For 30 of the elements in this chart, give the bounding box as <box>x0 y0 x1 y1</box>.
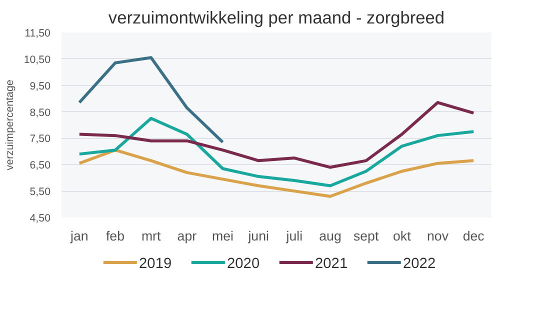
y-tick-label: 8,50 <box>30 106 51 119</box>
x-tick-label: dec <box>462 228 485 244</box>
legend-label: 2020 <box>227 256 260 272</box>
y-tick-label: 6,50 <box>30 160 51 172</box>
x-tick-label: aug <box>319 228 342 244</box>
y-tick-label: 9,50 <box>30 80 51 92</box>
legend-label: 2022 <box>402 256 436 272</box>
legend-label: 2021 <box>314 256 348 272</box>
line-series <box>78 101 476 169</box>
line-series <box>78 56 224 144</box>
x-tick-label: mrt <box>141 228 161 244</box>
x-tick-label: mei <box>212 228 234 244</box>
line-series <box>78 116 476 188</box>
y-tick-label: 11,50 <box>24 28 51 40</box>
x-tick-label: juli <box>285 228 303 244</box>
x-tick-label: okt <box>393 228 412 244</box>
x-tick-label: nov <box>427 228 449 244</box>
y-tick-label: 4,50 <box>30 212 51 224</box>
x-tick-label: juni <box>247 228 269 244</box>
x-tick-label: sept <box>353 228 379 244</box>
y-tick-label: 5,50 <box>30 186 51 198</box>
chart-title: verzuimontwikkeling per maand - zorgbreed <box>108 8 445 28</box>
x-tick-label: apr <box>177 228 198 244</box>
x-tick-label: feb <box>106 228 125 244</box>
y-axis-title: verzuimpercentage <box>4 80 16 170</box>
legend-label: 2019 <box>139 256 172 272</box>
line-series <box>78 148 476 198</box>
y-tick-label: 10,50 <box>24 54 51 66</box>
x-tick-label: jan <box>70 228 88 244</box>
y-tick-label: 7,50 <box>30 133 51 146</box>
